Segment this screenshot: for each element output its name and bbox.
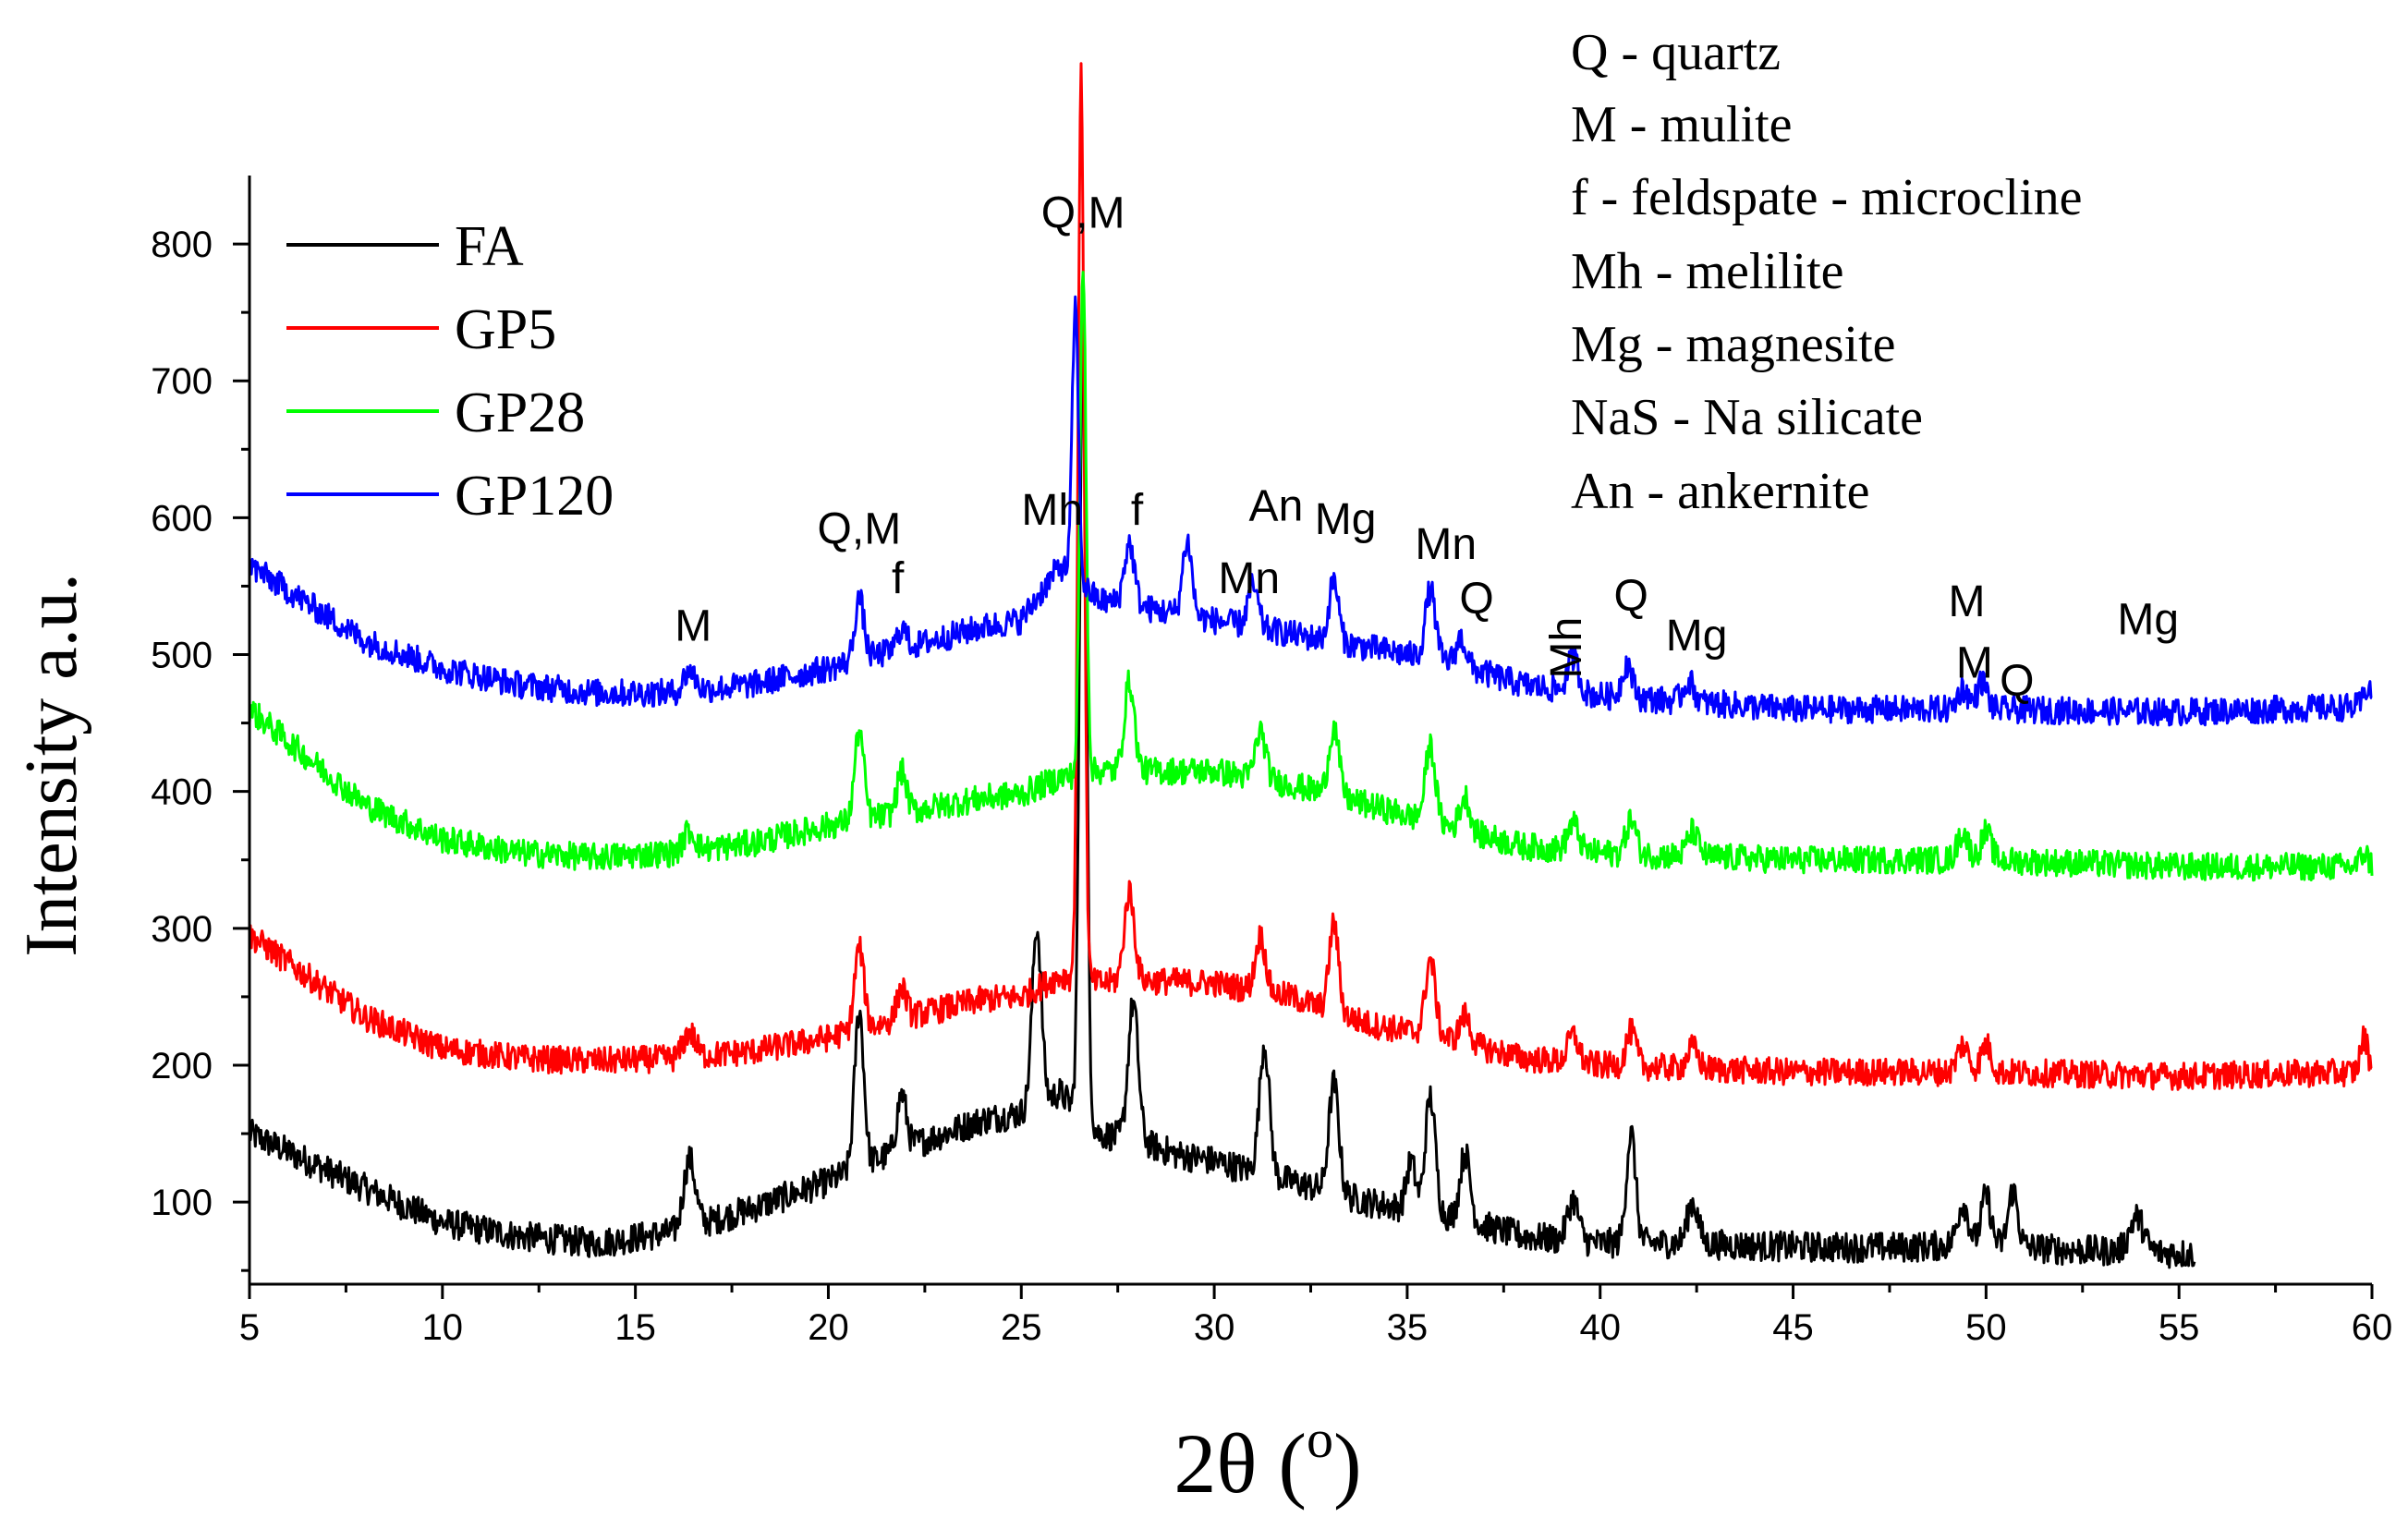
x-tick-label: 10 bbox=[422, 1307, 464, 1348]
peak-label: f bbox=[1131, 486, 1144, 535]
peak-label: Mn bbox=[1218, 554, 1280, 603]
phase-key-line: f - feldspate - microcline bbox=[1571, 169, 2083, 226]
peak-label: Q bbox=[1459, 575, 1493, 624]
y-tick-label: 700 bbox=[151, 361, 213, 402]
phase-key-line: Mh - melilite bbox=[1571, 243, 1844, 300]
peak-label: Mg bbox=[2117, 595, 2179, 644]
y-axis-title: Intensity a.u. bbox=[11, 573, 92, 956]
peak-label-rotated: Mh bbox=[1542, 617, 1591, 679]
peak-label: f bbox=[892, 554, 905, 603]
peak-label: Mg bbox=[1666, 612, 1728, 661]
phase-key-line: Mg - magnesite bbox=[1571, 316, 1895, 373]
x-tick-label: 40 bbox=[1579, 1307, 1621, 1348]
peak-label: M bbox=[1948, 577, 1985, 626]
legend-label-fa: FA bbox=[455, 215, 524, 278]
legend-label-gp28: GP28 bbox=[455, 382, 585, 444]
y-tick-label: 200 bbox=[151, 1046, 213, 1086]
x-axis-title-main: 2θ ( bbox=[1174, 1416, 1307, 1511]
peak-label: Q,M bbox=[1041, 188, 1125, 237]
series-lines bbox=[248, 62, 2374, 1269]
x-tick-label: 30 bbox=[1194, 1307, 1235, 1348]
peak-label: Q,M bbox=[818, 505, 902, 554]
series-line-gp120 bbox=[248, 295, 2373, 727]
y-tick-label: 300 bbox=[151, 909, 213, 950]
y-tick-label: 600 bbox=[151, 498, 213, 539]
series-line-gp5 bbox=[248, 62, 2373, 1091]
x-tick-label: 15 bbox=[614, 1307, 656, 1348]
peak-label: Mn bbox=[1415, 520, 1477, 569]
series-line-fa bbox=[248, 335, 2196, 1269]
x-axis-title-degree: o bbox=[1307, 1409, 1333, 1469]
x-tick-label: 50 bbox=[1965, 1307, 2007, 1348]
peak-label: Q bbox=[1613, 572, 1648, 621]
phase-key-line: M - mulite bbox=[1571, 96, 1793, 153]
y-tick-label: 100 bbox=[151, 1183, 213, 1223]
x-axis-title: 2θ (o) bbox=[1174, 1409, 1361, 1511]
y-tick-label: 400 bbox=[151, 772, 213, 813]
legend-label-gp120: GP120 bbox=[455, 465, 614, 528]
phase-key-line: NaS - Na silicate bbox=[1571, 389, 1923, 446]
peak-label: Q bbox=[2000, 657, 2034, 706]
peak-label: M bbox=[1956, 639, 1993, 688]
x-tick-label: 60 bbox=[2352, 1307, 2393, 1348]
legend: FA GP5 GP28 GP120 bbox=[286, 215, 614, 528]
x-tick-label: 25 bbox=[1001, 1307, 1042, 1348]
x-tick-label: 35 bbox=[1387, 1307, 1429, 1348]
y-tick-label: 500 bbox=[151, 636, 213, 676]
phase-key-line: An - ankernite bbox=[1571, 463, 1869, 520]
phase-key-line: Q - quartz bbox=[1571, 24, 1781, 81]
phase-key: Q - quartz M - mulite f - feldspate - mi… bbox=[1571, 24, 2083, 520]
peak-label: M bbox=[675, 602, 711, 651]
peak-label: An bbox=[1249, 481, 1304, 530]
series-line-gp28 bbox=[248, 271, 2374, 882]
axes: 5 10 15 20 25 30 35 40 45 50 55 60 100 200 300 400 500 60… bbox=[151, 176, 2392, 1348]
y-tick-label: 800 bbox=[151, 225, 213, 265]
peak-label: Mh bbox=[1021, 486, 1083, 535]
x-tick-label: 55 bbox=[2159, 1307, 2200, 1348]
legend-label-gp5: GP5 bbox=[455, 298, 556, 361]
peak-label: Mg bbox=[1315, 495, 1377, 544]
x-tick-label: 45 bbox=[1772, 1307, 1814, 1348]
x-tick-label: 20 bbox=[808, 1307, 849, 1348]
x-tick-label: 5 bbox=[239, 1307, 260, 1348]
x-axis-title-close: ) bbox=[1333, 1416, 1362, 1511]
